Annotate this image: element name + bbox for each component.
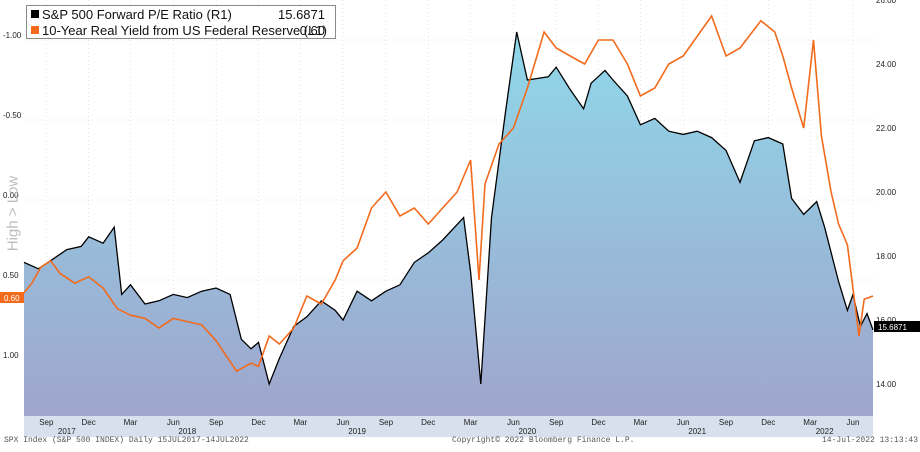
x-axis-band [24, 416, 873, 437]
x-year-label: 2020 [518, 427, 536, 436]
right-value-badge: 15.6871 [874, 321, 920, 332]
real-yield-line [23, 14, 874, 373]
x-tick-label: Sep [719, 418, 734, 427]
left-tick-label: -0.50 [3, 111, 22, 120]
x-tick-label: Sep [209, 418, 224, 427]
left-axis-label: High > Low [4, 175, 22, 252]
right-tick-label: 14.00 [876, 380, 897, 389]
x-tick-label: Dec [761, 418, 775, 427]
legend-item-pe: S&P 500 Forward P/E Ratio (R1) 15.6871 [31, 7, 331, 23]
x-year-label: 2022 [816, 427, 834, 436]
x-tick-label: Dec [251, 418, 265, 427]
x-tick-label: Mar [124, 418, 138, 427]
pe-ratio-area [24, 32, 873, 416]
x-tick-label: Jun [337, 418, 350, 427]
legend-label-yield: 10-Year Real Yield from US Federal Reser… [42, 23, 327, 38]
x-tick-label: Sep [549, 418, 564, 427]
x-year-label: 2017 [58, 427, 76, 436]
x-year-label: 2018 [178, 427, 196, 436]
right-axis-ticks: 14.00 16.00 18.00 20.00 22.00 24.00 26.00 [876, 0, 897, 389]
left-value-badge: 0.60 [0, 292, 24, 303]
legend-value-pe: 15.6871 [278, 7, 325, 22]
x-tick-label: Jun [167, 418, 180, 427]
footer-right: 14-Jul-2022 13:13:43 [822, 436, 919, 445]
x-tick-label: Sep [39, 418, 54, 427]
footer-center: Copyright© 2022 Bloomberg Finance L.P. [452, 436, 635, 445]
left-tick-label: 0.50 [3, 271, 19, 280]
x-tick-label: Mar [464, 418, 478, 427]
legend-label-pe: S&P 500 Forward P/E Ratio (R1) [42, 7, 232, 22]
legend-swatch-pe [31, 10, 39, 18]
right-badge-text: 15.6871 [878, 323, 907, 332]
pe-ratio-line [23, 31, 874, 387]
left-badge-text: 0.60 [4, 294, 20, 303]
right-tick-label: 22.00 [876, 124, 897, 133]
left-tick-label: -1.00 [3, 31, 22, 40]
x-tick-label: Jun [507, 418, 520, 427]
right-tick-label: 16.00 [876, 316, 897, 325]
x-tick-label: Jun [847, 418, 860, 427]
x-tick-label: Jun [677, 418, 690, 427]
x-tick-label: Dec [82, 418, 96, 427]
x-axis-ticks: Sep Dec Mar Jun Sep Dec Mar Jun Sep Dec Mar Jun Sep D… [39, 418, 859, 436]
legend-item-yield: 10-Year Real Yield from US Federal Reser… [31, 23, 331, 39]
legend-swatch-yield [31, 26, 39, 34]
x-year-label: 2019 [348, 427, 366, 436]
right-tick-label: 24.00 [876, 60, 897, 69]
right-tick-label: 26.00 [876, 0, 897, 5]
x-year-label: 2021 [688, 427, 706, 436]
right-tick-label: 18.00 [876, 252, 897, 261]
right-tick-label: 20.00 [876, 188, 897, 197]
legend: S&P 500 Forward P/E Ratio (R1) 15.6871 1… [26, 5, 336, 39]
footer-left: SPX Index (S&P 500 INDEX) Daily 15JUL201… [4, 436, 249, 445]
left-axis-ticks: -1.00 -0.50 0.00 0.50 1.00 [3, 31, 22, 360]
left-tick-label: 1.00 [3, 351, 19, 360]
legend-value-yield: 0.60 [299, 23, 325, 38]
left-tick-label: 0.00 [3, 191, 19, 200]
x-tick-label: Sep [379, 418, 394, 427]
x-tick-label: Mar [803, 418, 817, 427]
x-tick-label: Dec [591, 418, 605, 427]
x-tick-label: Mar [634, 418, 648, 427]
x-tick-label: Mar [293, 418, 307, 427]
x-tick-label: Dec [421, 418, 435, 427]
